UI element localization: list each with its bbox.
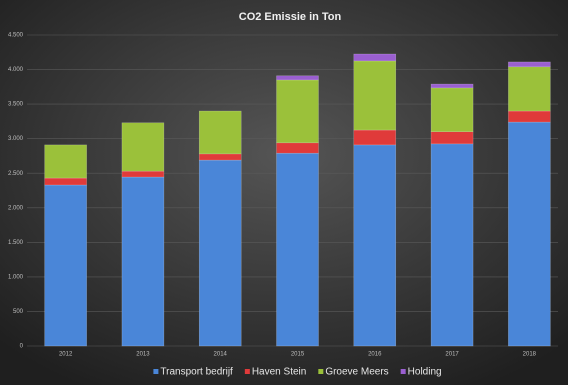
bar-segment (198, 159, 242, 347)
bar-segment (508, 66, 551, 112)
bar-segment (44, 184, 87, 347)
bar-segment (430, 87, 474, 133)
legend-label: Holding (408, 367, 442, 378)
x-tick-label: 2012 (59, 352, 73, 358)
y-tick-label: 2.500 (8, 171, 24, 177)
y-tick-label: 2.000 (8, 205, 24, 211)
bar-segment (508, 121, 551, 347)
x-tick-label: 2015 (291, 352, 305, 358)
bar-segment (430, 131, 474, 145)
bar-segment (353, 60, 397, 131)
legend-swatch (400, 369, 406, 374)
y-tick-label: 4.000 (8, 67, 24, 73)
bar-segment (44, 144, 87, 179)
bar-segment (276, 152, 319, 347)
legend: Transport bedrijf Haven Stein Groeve Meers… (153, 367, 442, 378)
bar-segment (121, 176, 165, 347)
y-tick-label: 500 (13, 309, 24, 315)
x-tick-label: 2016 (368, 352, 382, 358)
legend-label: Transport bedrijf (160, 367, 233, 378)
legend-swatch (153, 369, 159, 374)
bar-segment (276, 75, 319, 81)
bar-segment (353, 144, 397, 347)
legend-label: Haven Stein (252, 367, 306, 378)
bar-segment (508, 110, 551, 123)
x-tick-label: 2017 (445, 352, 459, 358)
y-tick-label: 1.500 (8, 240, 24, 246)
chart-title: CO2 Emissie in Ton (239, 11, 342, 23)
y-tick-label: 3.500 (8, 102, 24, 108)
bar-segment (276, 79, 319, 144)
legend-label: Groeve Meers (325, 367, 388, 378)
bar-segment (198, 153, 242, 161)
bar-segment (353, 53, 397, 62)
y-tick-label: 0 (20, 344, 24, 350)
bar-segment (276, 142, 319, 154)
bar-segment (430, 83, 474, 89)
bar-segment (353, 129, 397, 146)
bar-segment (121, 170, 165, 178)
bar-segment (198, 110, 242, 155)
legend-swatch (318, 369, 324, 374)
legend-swatch (244, 369, 250, 374)
x-tick-label: 2013 (136, 352, 150, 358)
x-tick-label: 2018 (523, 352, 537, 358)
y-tick-label: 3.000 (8, 136, 24, 142)
bar-segment (430, 143, 474, 347)
bar-segment (121, 122, 165, 172)
bar-segment (508, 61, 551, 68)
x-tick-label: 2014 (214, 352, 228, 358)
bar-segment (44, 177, 87, 186)
y-tick-label: 4.500 (8, 33, 24, 39)
y-tick-label: 1.000 (8, 274, 24, 280)
